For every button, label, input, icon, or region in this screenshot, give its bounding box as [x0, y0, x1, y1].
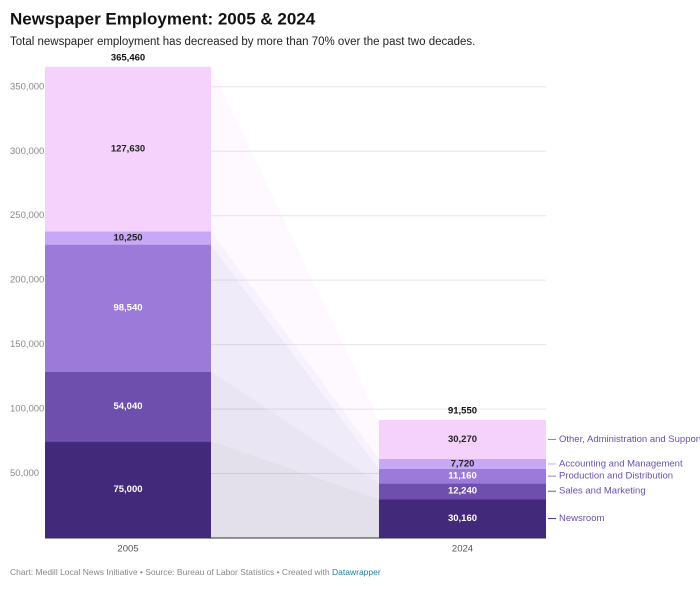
legend-label: Production and Distribution — [559, 471, 673, 482]
bar-segment — [45, 244, 211, 372]
bar-segment — [45, 231, 211, 245]
flow-band — [211, 66, 379, 459]
chart-title: Newspaper Employment: 2005 & 2024 — [10, 9, 316, 28]
bar-segment — [45, 441, 211, 538]
bar-segment — [379, 458, 546, 469]
flow-band — [211, 371, 379, 500]
y-tick-label: 50,000 — [10, 468, 39, 479]
value-label: 7,720 — [451, 458, 475, 469]
bar-segment — [45, 66, 211, 232]
value-label: 10,250 — [113, 233, 142, 244]
value-label: 75,000 — [113, 484, 142, 495]
total-label: 365,460 — [111, 52, 145, 63]
legend-label: Newsroom — [559, 513, 604, 524]
value-label: 12,240 — [448, 486, 477, 497]
bands — [211, 66, 379, 538]
value-label: 30,160 — [448, 513, 477, 524]
footer: Chart: Medill Local News Initiative • So… — [10, 567, 381, 577]
total-label: 91,550 — [448, 405, 477, 416]
y-tick-label: 200,000 — [10, 275, 44, 286]
y-tick-label: 250,000 — [10, 210, 44, 221]
credit-link[interactable]: Datawrapper — [332, 567, 381, 577]
source: Chart: Medill Local News Initiative • So… — [10, 567, 330, 577]
value-label: 11,160 — [448, 471, 477, 482]
chart-subtitle: Total newspaper employment has decreased… — [10, 36, 475, 48]
bar-segment — [379, 468, 546, 484]
y-tick-label: 100,000 — [10, 404, 44, 415]
y-tick-label: 350,000 — [10, 81, 44, 92]
legend-label: Accounting and Management — [559, 458, 683, 469]
flow-band — [211, 244, 379, 484]
x-tick-label: 2024 — [452, 544, 473, 555]
value-label: 30,270 — [448, 434, 477, 445]
flow-band — [211, 441, 379, 538]
value-label: 127,630 — [111, 144, 145, 155]
flow-band — [211, 231, 379, 469]
legend-label: Other, Administration and Support — [559, 434, 700, 445]
y-tick-label: 300,000 — [10, 146, 44, 157]
value-label: 54,040 — [113, 401, 142, 412]
bar-segment — [379, 483, 546, 500]
y-tick-label: 150,000 — [10, 339, 44, 350]
value-label: 98,540 — [113, 303, 142, 314]
bar-segment — [379, 419, 546, 459]
bar-segment — [379, 499, 546, 538]
bar-segment — [45, 371, 211, 442]
legend-label: Sales and Marketing — [559, 486, 646, 497]
x-tick-label: 2005 — [117, 544, 138, 555]
